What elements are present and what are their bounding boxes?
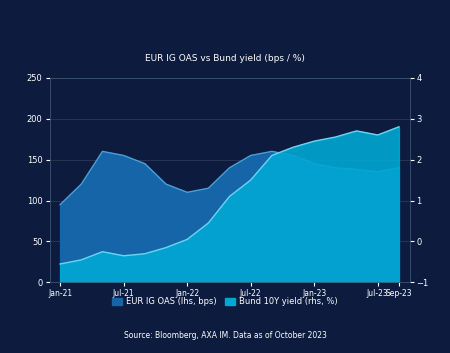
Text: EUR IG OAS vs Bund yield (bps / %): EUR IG OAS vs Bund yield (bps / %) <box>145 54 305 63</box>
Legend: EUR IG OAS (lhs, bps), Bund 10Y yield (rhs, %): EUR IG OAS (lhs, bps), Bund 10Y yield (r… <box>109 294 341 310</box>
Text: Source: Bloomberg, AXA IM. Data as of October 2023: Source: Bloomberg, AXA IM. Data as of Oc… <box>124 331 326 340</box>
Text: EUR IG spreads resilient to new peaks in core yields: EUR IG spreads resilient to new peaks in… <box>66 14 384 24</box>
